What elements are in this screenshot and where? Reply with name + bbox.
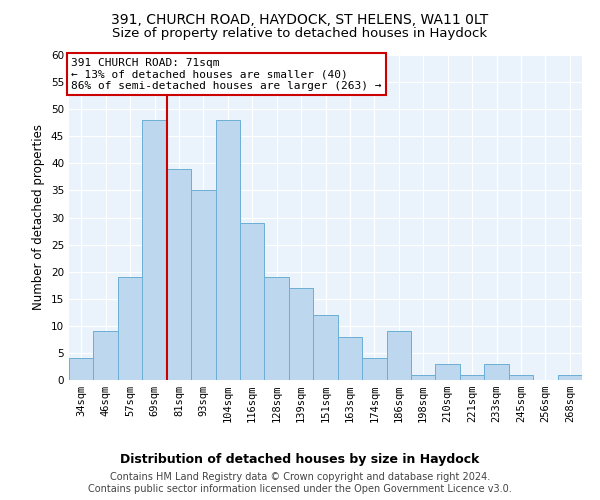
Y-axis label: Number of detached properties: Number of detached properties	[32, 124, 46, 310]
Bar	[191, 190, 215, 380]
Bar	[240, 223, 265, 380]
Bar	[436, 364, 460, 380]
Bar	[557, 374, 582, 380]
Bar	[118, 277, 142, 380]
Text: 391 CHURCH ROAD: 71sqm
← 13% of detached houses are smaller (40)
86% of semi-det: 391 CHURCH ROAD: 71sqm ← 13% of detached…	[71, 58, 382, 91]
Text: Contains HM Land Registry data © Crown copyright and database right 2024.: Contains HM Land Registry data © Crown c…	[110, 472, 490, 482]
Bar	[69, 358, 94, 380]
Bar	[142, 120, 167, 380]
Bar	[460, 374, 484, 380]
Bar	[509, 374, 533, 380]
Text: Distribution of detached houses by size in Haydock: Distribution of detached houses by size …	[121, 452, 479, 466]
Bar	[484, 364, 509, 380]
Bar	[215, 120, 240, 380]
Text: Contains public sector information licensed under the Open Government Licence v3: Contains public sector information licen…	[88, 484, 512, 494]
Bar	[94, 331, 118, 380]
Bar	[362, 358, 386, 380]
Bar	[167, 169, 191, 380]
Bar	[338, 336, 362, 380]
Bar	[411, 374, 436, 380]
Text: Size of property relative to detached houses in Haydock: Size of property relative to detached ho…	[112, 28, 488, 40]
Bar	[386, 331, 411, 380]
Bar	[265, 277, 289, 380]
Bar	[313, 315, 338, 380]
Text: 391, CHURCH ROAD, HAYDOCK, ST HELENS, WA11 0LT: 391, CHURCH ROAD, HAYDOCK, ST HELENS, WA…	[112, 12, 488, 26]
Bar	[289, 288, 313, 380]
